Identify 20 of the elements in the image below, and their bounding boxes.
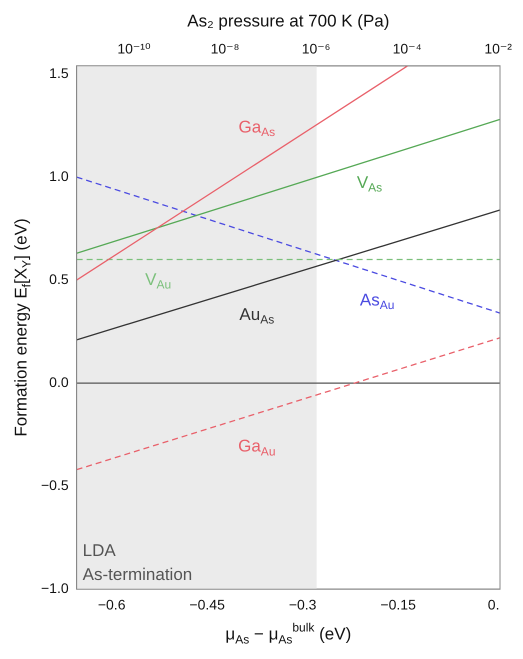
x-tick-label: 0. (488, 596, 500, 612)
y-tick-label: −1.0 (40, 580, 69, 596)
y-axis-title: Formation energy Ef[XY] (eV) (12, 218, 34, 437)
x-tick-label: −0.45 (189, 596, 226, 612)
y-tick-label: −0.5 (40, 477, 69, 494)
x-tick-label: −0.6 (98, 596, 126, 612)
x2-axis-title: As₂ pressure at 700 K (Pa) (187, 12, 390, 31)
x2-tick-label: 10⁻² (484, 40, 512, 56)
y-tick-label: 1.5 (49, 64, 69, 81)
x-tick-label: −0.15 (380, 596, 416, 612)
x2-tick-label: 10⁻⁴ (392, 40, 422, 56)
annotation: As-termination (82, 564, 192, 584)
y-tick-label: 1.0 (49, 168, 69, 184)
x2-tick-label: 10⁻⁶ (302, 40, 330, 56)
x2-tick-label: 10⁻⁸ (210, 40, 240, 56)
y-tick-label: 0.0 (49, 374, 69, 390)
x2-tick-label: 10⁻¹⁰ (117, 40, 151, 56)
x-tick-label: −0.3 (288, 596, 317, 612)
y-tick-label: 0.5 (49, 270, 69, 287)
annotation: LDA (82, 540, 116, 560)
